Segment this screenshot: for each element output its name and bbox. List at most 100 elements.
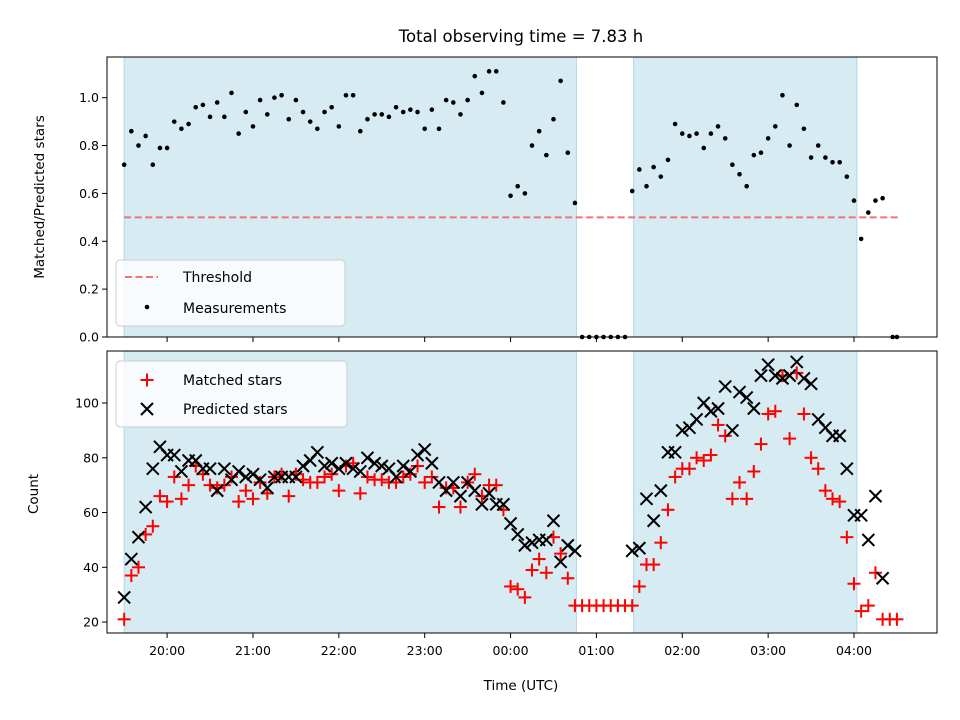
bottom-x-tick-label: 02:00 [664,643,700,658]
measurement-point [229,90,234,96]
matched-star-point [539,566,553,580]
matched-star-point [525,563,539,577]
observing-span-top-2 [633,56,858,338]
bottom-y-tick-label: 60 [83,505,99,520]
matched-legend-swatch [140,373,154,387]
predicted-legend-swatch [140,402,154,416]
measurement-point [651,164,656,170]
matched-star-point [453,500,467,514]
measurement-point [300,109,306,115]
top-y-tick-label: 1.0 [79,90,99,105]
matched-legend-label: Matched stars [183,373,282,389]
matched-star-point [253,475,267,489]
measurement-point [136,143,141,148]
bottom-x-tick-label: 23:00 [407,643,443,658]
measurement-point [644,183,649,189]
matched-star-point [818,484,832,498]
bottom-y-tick-label: 100 [75,396,99,411]
predicted-star-point [768,368,783,383]
predicted-star-point [875,571,890,585]
matched-star-point [868,566,882,580]
predicted-star-point [396,459,410,473]
measurement-point [222,114,227,120]
measurement-point [744,183,749,189]
matched-star-point [217,478,231,492]
bottom-axes-frame [106,350,938,634]
predicted-star-point [689,412,704,427]
measurement-point [179,126,184,132]
bottom-y-tick-label: 40 [83,560,99,575]
predicted-star-point [675,423,689,438]
predicted-star-point [475,497,489,512]
predicted-star-point [146,462,160,476]
matched-star-point [325,467,339,481]
observing-span-bottom-2 [633,350,858,634]
predicted-star-point [417,442,432,457]
measurement-point [343,92,349,98]
measurement-point [243,109,249,115]
bottom-x-tick-label: 00:00 [493,643,529,658]
matched-star-point [174,492,188,506]
measurement-point [823,155,828,160]
measurement-point [307,119,313,124]
measurement-point [522,191,528,196]
measurement-point [486,69,492,74]
predicted-star-point [131,530,146,544]
measurement-point [357,128,363,134]
measurement-point [873,198,878,203]
matched-star-point [718,429,732,443]
measurement-point [193,104,199,110]
measurement-point [350,92,356,98]
predicted-star-point [854,508,868,522]
measurement-point [164,145,170,151]
bottom-count-points [117,355,904,626]
matched-star-point [697,454,711,468]
matched-star-point [403,467,417,481]
predicted-star-point [389,470,403,484]
predicted-star-point [840,462,854,476]
measurement-point [372,112,377,117]
predicted-star-point [217,462,232,476]
predicted-star-point [425,456,439,470]
matched-star-point [131,560,145,574]
predicted-star-point [367,456,382,470]
matched-star-point [353,486,367,500]
measurement-point [701,145,707,151]
threshold-legend-label: Threshold [182,270,252,286]
measurement-point [336,124,342,129]
matched-star-point [775,369,789,383]
matched-star-point [239,484,253,498]
predicted-star-point [138,500,153,514]
predicted-star-point [317,459,332,473]
predicted-star-point [790,355,804,369]
matched-star-point [761,407,775,421]
bottom-x-tick-label: 21:00 [235,643,271,658]
measurement-point [844,174,850,179]
predicted-star-point [360,451,375,465]
measurement-point [329,104,334,110]
measurement-point [722,136,728,141]
predicted-star-point [761,357,775,372]
predicted-star-point [518,538,532,553]
matched-star-point [847,577,861,591]
measurement-point [801,126,807,132]
measurement-point [787,143,792,148]
matched-star-point [160,495,174,509]
predicted-star-point [482,486,496,501]
predicted-star-point [561,538,575,553]
bottom-legend-box [115,360,348,428]
predicted-star-point [654,483,668,498]
predicted-star-point [503,516,518,531]
predicted-star-point [754,368,768,383]
predicted-star-point [174,464,189,479]
bottom-y-ticks: 20 40 60 80 100 [75,396,107,630]
predicted-star-point [468,483,482,498]
matched-star-point [733,475,747,489]
measurement-point [565,150,571,156]
measurement-point [458,112,463,117]
measurement-point [572,200,578,206]
predicted-star-point [797,371,811,386]
predicted-star-point [646,514,661,528]
measurement-point [558,78,563,84]
predicted-star-point [332,462,346,476]
